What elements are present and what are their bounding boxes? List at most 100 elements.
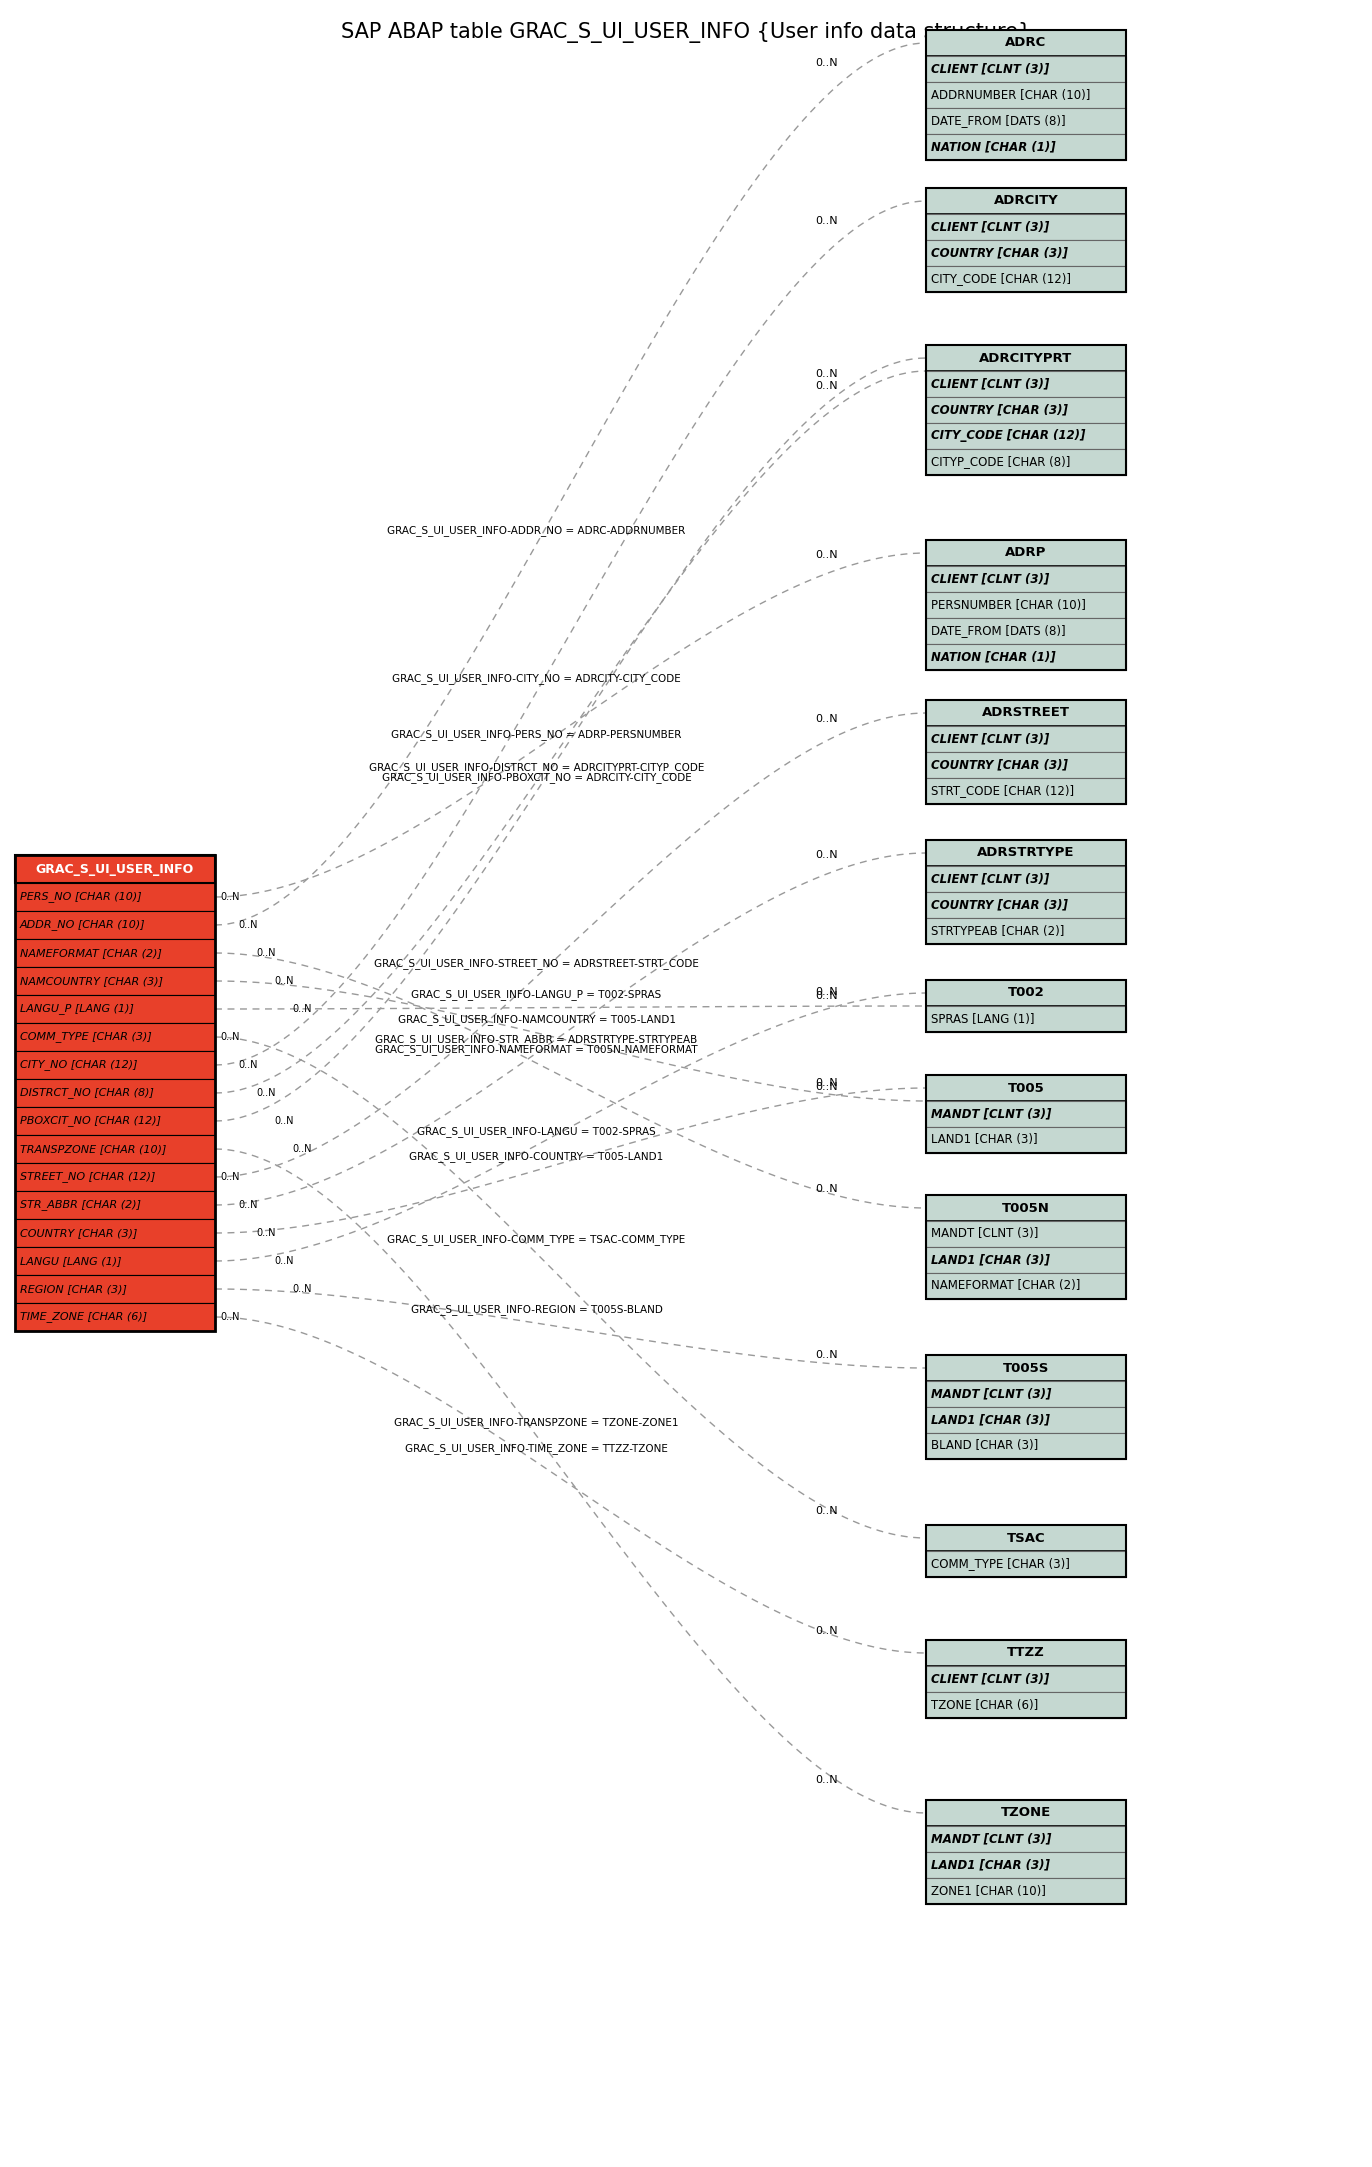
Text: CLIENT [CLNT (3)]: CLIENT [CLNT (3)]: [932, 377, 1050, 390]
Bar: [15, 856, 215, 1331]
Bar: [926, 215, 1126, 241]
Text: 0..N: 0..N: [292, 1003, 311, 1014]
Text: 0..N: 0..N: [237, 1060, 258, 1070]
Text: 0..N: 0..N: [237, 921, 258, 930]
Text: 0..N: 0..N: [815, 1350, 837, 1361]
Bar: [926, 979, 1126, 1005]
Text: 0..N: 0..N: [815, 368, 837, 379]
Text: GRAC_S_UI_USER_INFO-COUNTRY = T005-LAND1: GRAC_S_UI_USER_INFO-COUNTRY = T005-LAND1: [409, 1151, 664, 1162]
Text: GRAC_S_UI_USER_INFO-TIME_ZONE = TTZZ-TZONE: GRAC_S_UI_USER_INFO-TIME_ZONE = TTZZ-TZO…: [405, 1443, 668, 1454]
Text: TIME_ZONE [CHAR (6)]: TIME_ZONE [CHAR (6)]: [21, 1311, 147, 1322]
Text: DISTRCT_NO [CHAR (8)]: DISTRCT_NO [CHAR (8)]: [21, 1088, 154, 1099]
Text: DATE_FROM [DATS (8)]: DATE_FROM [DATS (8)]: [932, 624, 1066, 637]
Text: GRAC_S_UI_USER_INFO-LANGU = T002-SPRAS: GRAC_S_UI_USER_INFO-LANGU = T002-SPRAS: [417, 1127, 656, 1138]
Text: 0..N: 0..N: [815, 217, 837, 225]
Bar: [926, 134, 1126, 160]
Text: 0..N: 0..N: [274, 1257, 294, 1266]
Text: LAND1 [CHAR (3)]: LAND1 [CHAR (3)]: [932, 1133, 1037, 1146]
Bar: [926, 449, 1126, 475]
Text: NAMEFORMAT [CHAR (2)]: NAMEFORMAT [CHAR (2)]: [21, 947, 162, 958]
Bar: [15, 1246, 215, 1274]
Text: GRAC_S_UI_USER_INFO-PBOXCIT_NO = ADRCITY-CITY_CODE: GRAC_S_UI_USER_INFO-PBOXCIT_NO = ADRCITY…: [381, 771, 691, 784]
Text: GRAC_S_UI_USER_INFO-STR_ABBR = ADRSTRTYPE-STRTYPEAB: GRAC_S_UI_USER_INFO-STR_ABBR = ADRSTRTYP…: [376, 1034, 698, 1044]
Text: GRAC_S_UI_USER_INFO-STREET_NO = ADRSTREET-STRT_CODE: GRAC_S_UI_USER_INFO-STREET_NO = ADRSTREE…: [375, 958, 698, 969]
Bar: [15, 1302, 215, 1331]
Text: STRTYPEAB [CHAR (2)]: STRTYPEAB [CHAR (2)]: [932, 925, 1065, 938]
Text: CLIENT [CLNT (3)]: CLIENT [CLNT (3)]: [932, 63, 1050, 76]
Text: 0..N: 0..N: [815, 381, 837, 390]
Bar: [926, 919, 1126, 945]
Bar: [926, 30, 1126, 160]
Bar: [926, 345, 1126, 371]
Bar: [926, 618, 1126, 644]
Bar: [926, 700, 1126, 804]
Text: REGION [CHAR (3)]: REGION [CHAR (3)]: [21, 1285, 126, 1294]
Bar: [926, 841, 1126, 867]
Bar: [926, 1075, 1126, 1153]
Bar: [926, 1272, 1126, 1298]
Bar: [926, 1220, 1126, 1246]
Text: GRAC_S_UI_USER_INFO-NAMCOUNTRY = T005-LAND1: GRAC_S_UI_USER_INFO-NAMCOUNTRY = T005-LA…: [398, 1014, 675, 1025]
Text: GRAC_S_UI_USER_INFO: GRAC_S_UI_USER_INFO: [36, 862, 193, 875]
Text: GRAC_S_UI_USER_INFO-NAMEFORMAT = T005N-NAMEFORMAT: GRAC_S_UI_USER_INFO-NAMEFORMAT = T005N-N…: [376, 1044, 698, 1055]
Bar: [926, 644, 1126, 670]
Text: MANDT [CLNT (3)]: MANDT [CLNT (3)]: [932, 1107, 1051, 1120]
Bar: [926, 1380, 1126, 1406]
Bar: [926, 1406, 1126, 1432]
Text: 0..N: 0..N: [815, 1775, 837, 1786]
Text: TRANSPZONE [CHAR (10)]: TRANSPZONE [CHAR (10)]: [21, 1144, 166, 1155]
Text: STREET_NO [CHAR (12)]: STREET_NO [CHAR (12)]: [21, 1172, 155, 1183]
Text: 0..N: 0..N: [237, 1201, 258, 1209]
Text: ADRSTRTYPE: ADRSTRTYPE: [977, 847, 1074, 860]
Bar: [15, 966, 215, 995]
Text: CLIENT [CLNT (3)]: CLIENT [CLNT (3)]: [932, 572, 1050, 585]
Text: COMM_TYPE [CHAR (3)]: COMM_TYPE [CHAR (3)]: [932, 1558, 1070, 1571]
Text: ADRCITY: ADRCITY: [993, 195, 1058, 208]
Bar: [926, 1853, 1126, 1879]
Bar: [926, 1194, 1126, 1298]
Bar: [926, 1879, 1126, 1905]
Text: COUNTRY [CHAR (3)]: COUNTRY [CHAR (3)]: [932, 247, 1067, 260]
Bar: [926, 1246, 1126, 1272]
Bar: [926, 1432, 1126, 1458]
Text: GRAC_S_UI_USER_INFO-DISTRCT_NO = ADRCITYPRT-CITYP_CODE: GRAC_S_UI_USER_INFO-DISTRCT_NO = ADRCITY…: [369, 763, 704, 774]
Bar: [926, 778, 1126, 804]
Bar: [926, 1005, 1126, 1031]
Bar: [15, 995, 215, 1023]
Text: CITY_CODE [CHAR (12)]: CITY_CODE [CHAR (12)]: [932, 273, 1072, 286]
Text: ADRC: ADRC: [1006, 37, 1047, 50]
Bar: [926, 1354, 1126, 1380]
Text: STR_ABBR [CHAR (2)]: STR_ABBR [CHAR (2)]: [21, 1201, 141, 1211]
Text: 0..N: 0..N: [815, 990, 837, 1001]
Text: MANDT [CLNT (3)]: MANDT [CLNT (3)]: [932, 1227, 1039, 1240]
Text: ADRP: ADRP: [1006, 546, 1047, 559]
Text: GRAC_S_UI_USER_INFO-TRANSPZONE = TZONE-ZONE1: GRAC_S_UI_USER_INFO-TRANSPZONE = TZONE-Z…: [394, 1417, 679, 1428]
Text: NAMCOUNTRY [CHAR (3)]: NAMCOUNTRY [CHAR (3)]: [21, 975, 163, 986]
Text: COUNTRY [CHAR (3)]: COUNTRY [CHAR (3)]: [932, 758, 1067, 771]
Text: ADRCITYPRT: ADRCITYPRT: [980, 351, 1073, 364]
Bar: [926, 1526, 1126, 1552]
Text: 0..N: 0..N: [815, 1081, 837, 1092]
Bar: [15, 1164, 215, 1192]
Text: 0..N: 0..N: [220, 1311, 240, 1322]
Text: CITYP_CODE [CHAR (8)]: CITYP_CODE [CHAR (8)]: [932, 455, 1070, 468]
Text: 0..N: 0..N: [815, 1183, 837, 1194]
Text: 0..N: 0..N: [815, 1077, 837, 1088]
Bar: [15, 882, 215, 910]
Bar: [926, 345, 1126, 475]
Text: GRAC_S_UI_USER_INFO-COMM_TYPE = TSAC-COMM_TYPE: GRAC_S_UI_USER_INFO-COMM_TYPE = TSAC-COM…: [387, 1235, 686, 1246]
Text: 0..N: 0..N: [257, 1229, 276, 1237]
Bar: [926, 1354, 1126, 1458]
Text: 0..N: 0..N: [815, 59, 837, 67]
Text: T005: T005: [1007, 1081, 1044, 1094]
Bar: [926, 189, 1126, 293]
Bar: [926, 267, 1126, 293]
Text: 0..N: 0..N: [815, 1627, 837, 1636]
Text: ADDR_NO [CHAR (10)]: ADDR_NO [CHAR (10)]: [21, 919, 145, 930]
Bar: [15, 910, 215, 938]
Bar: [926, 1127, 1126, 1153]
Text: 0..N: 0..N: [220, 1031, 240, 1042]
Text: PBOXCIT_NO [CHAR (12)]: PBOXCIT_NO [CHAR (12)]: [21, 1116, 161, 1127]
Bar: [15, 1274, 215, 1302]
Bar: [15, 1079, 215, 1107]
